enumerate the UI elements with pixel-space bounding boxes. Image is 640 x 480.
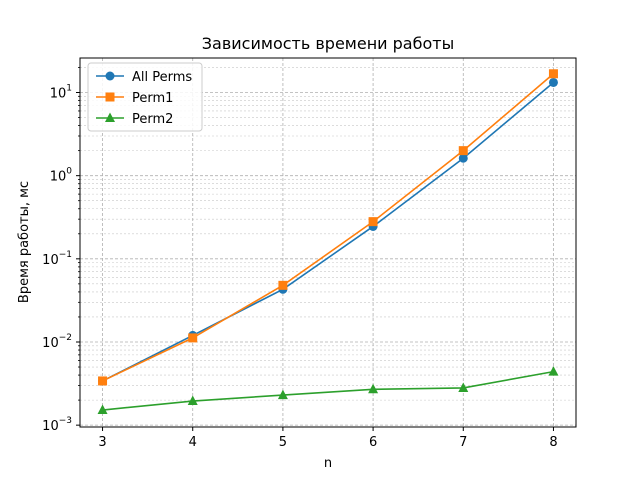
x-tick-label: 5 [279, 435, 287, 450]
legend-label: All Perms [132, 70, 192, 85]
data-point [188, 333, 198, 343]
series-line-3 [102, 370, 554, 411]
plot-frame [79, 57, 577, 428]
data-point [458, 382, 469, 392]
legend-box [87, 62, 203, 132]
legend-label: Perm2 [132, 112, 173, 127]
series-line-1 [102, 81, 554, 382]
x-tick-label: 7 [459, 435, 467, 450]
y-tick-label: 10−1 [42, 250, 72, 268]
data-point [548, 69, 558, 79]
legend-label: Perm1 [132, 91, 173, 106]
chart-title: Зависимость времени работы [202, 34, 454, 53]
data-point [277, 389, 288, 400]
y-axis: 10−3 10−2 10−1 100 101 [42, 67, 80, 434]
y-tick-label: 101 [50, 84, 72, 102]
y-tick-label: 10−2 [42, 333, 72, 351]
legend-marker [105, 71, 115, 81]
series-lines [102, 73, 554, 411]
x-axis-label: n [324, 456, 332, 471]
series-line-2 [102, 73, 554, 382]
grid [80, 58, 576, 427]
data-point [97, 404, 108, 415]
plot-area [79, 57, 577, 428]
data-point [368, 383, 379, 394]
y-tick-label: 10−3 [42, 416, 72, 434]
legend-marker [105, 92, 115, 102]
data-point [187, 395, 198, 406]
data-point [458, 153, 468, 163]
data-point [548, 366, 559, 376]
data-point [458, 146, 468, 156]
y-axis-label: Время работы, мс [17, 181, 32, 303]
x-tick-label: 4 [189, 435, 197, 450]
x-tick-label: 3 [98, 435, 106, 450]
data-point [368, 217, 378, 227]
data-point [548, 77, 558, 87]
data-point [98, 376, 108, 386]
data-point [278, 280, 288, 290]
series-markers [97, 69, 559, 415]
x-tick-label: 6 [369, 435, 377, 450]
legend: All Perms Perm1 Perm2 [87, 62, 203, 132]
y-tick-label: 100 [50, 167, 73, 185]
legend-marker [105, 112, 115, 122]
x-tick-label: 8 [549, 435, 557, 450]
x-axis: 3 4 5 6 7 8 [98, 427, 558, 450]
